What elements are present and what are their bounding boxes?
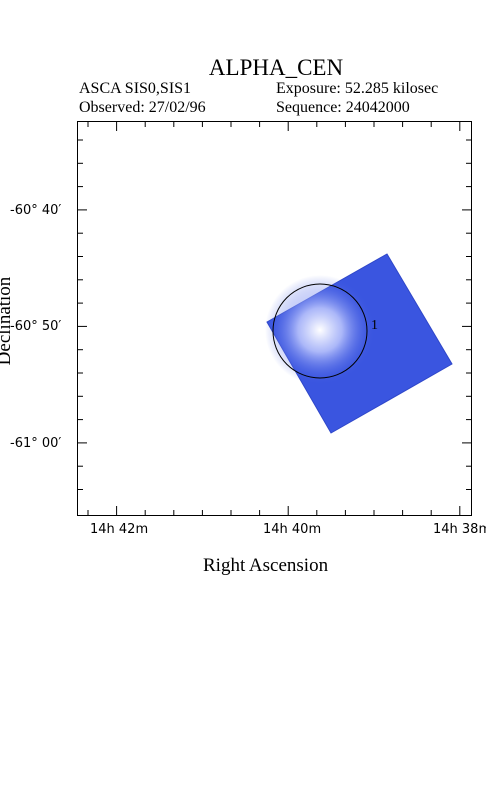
plot-frame: [77, 121, 472, 516]
x-tick-label: 14h 40m: [263, 522, 322, 537]
plot-title: ALPHA_CEN: [208, 55, 344, 80]
y-axis-label: Declination: [0, 276, 15, 366]
source-region-circle: [272, 283, 368, 379]
x-tick-label: 14h 42m: [90, 522, 149, 537]
instrument-label: ASCA SIS0,SIS1: [79, 80, 192, 97]
observed-label: Observed: 27/02/96: [79, 99, 206, 116]
source-label: 1: [371, 318, 378, 333]
x-tick-label: 14h 38m: [433, 522, 486, 537]
y-tick-label: -60° 40′: [10, 203, 62, 218]
source-glow: [265, 275, 375, 385]
y-tick-label: -61° 00′: [10, 436, 62, 451]
x-axis-label: Right Ascension: [203, 555, 329, 576]
sequence-label: Sequence: 24042000: [276, 99, 410, 116]
exposure-label: Exposure: 52.285 kilosec: [276, 80, 439, 97]
y-tick-label: -60° 50′: [10, 319, 62, 334]
